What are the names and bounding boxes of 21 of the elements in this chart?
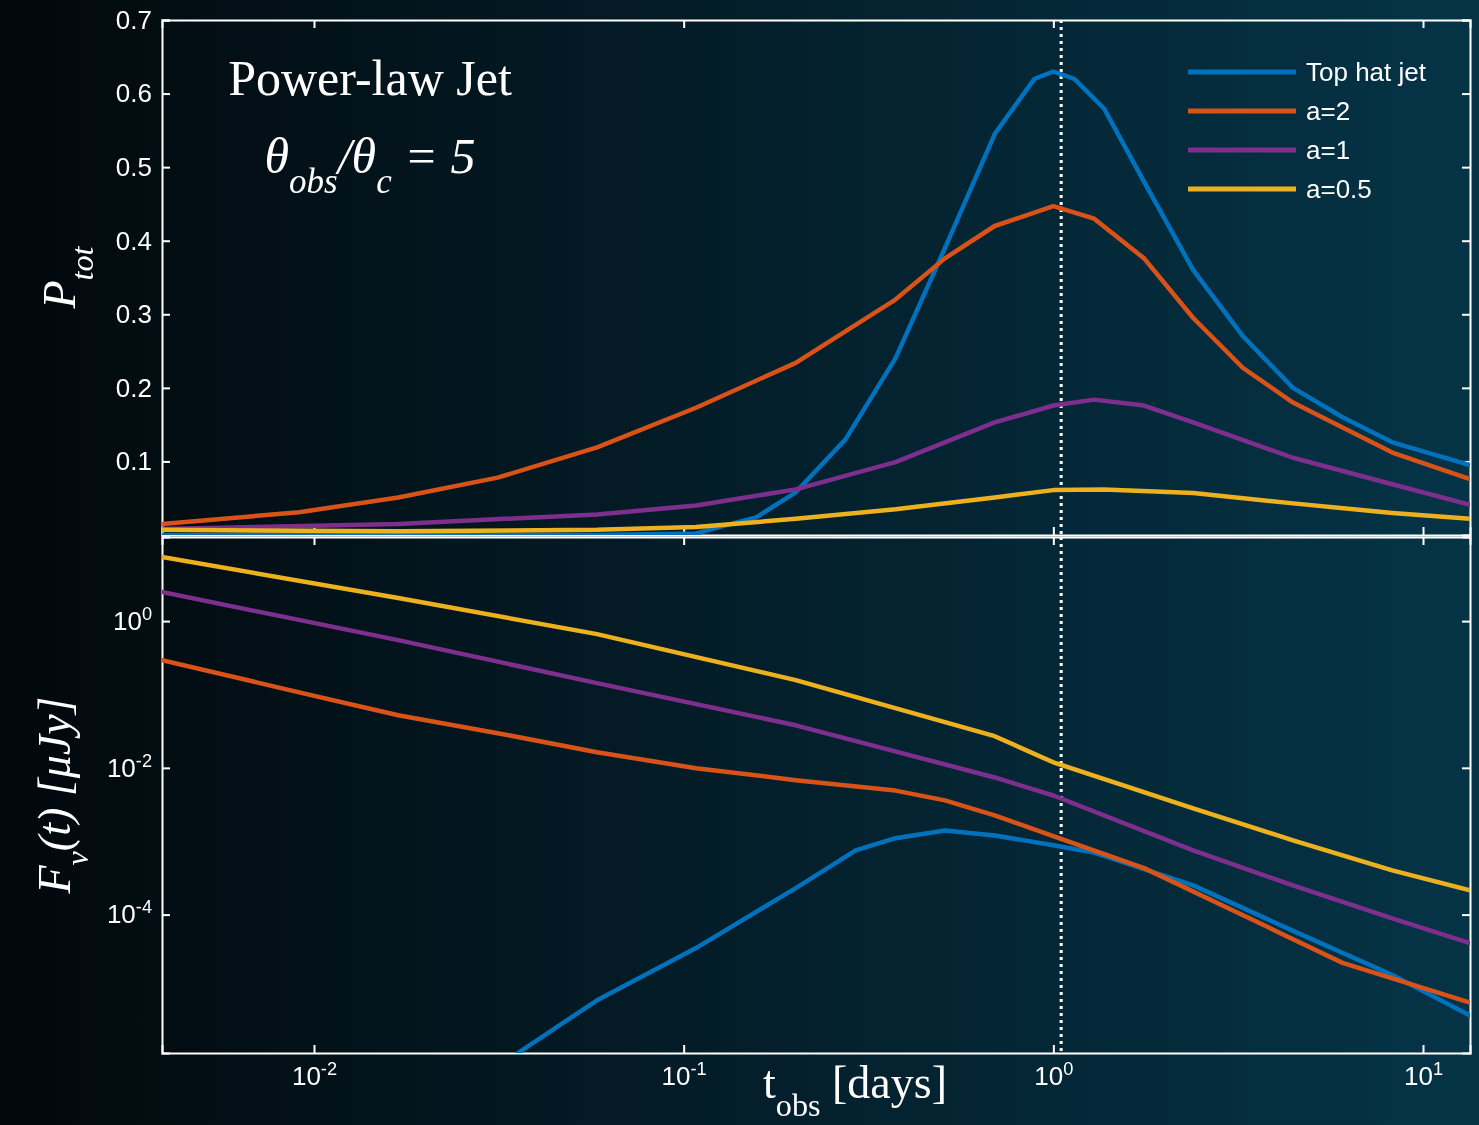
- y-tick-label: 0.7: [115, 4, 152, 35]
- x-tick-label: 10$^{-1}$: [661, 1059, 707, 1092]
- y-tick-label: 10$^{-4}$: [106, 897, 152, 930]
- y-tick-label: 0.2: [115, 372, 152, 403]
- legend-label: a=0.5: [1306, 174, 1372, 204]
- y-tick-label: 0.6: [115, 78, 152, 109]
- y-tick-label: 10$^{0}$: [112, 603, 152, 636]
- y-tick-label: 0.4: [115, 225, 152, 256]
- y-tick-label: 10$^{-2}$: [106, 750, 152, 783]
- legend-label: a=2: [1306, 96, 1351, 126]
- x-tick-label: 10$^{1}$: [1403, 1059, 1444, 1092]
- x-tick-label: 10$^{-2}$: [291, 1059, 338, 1092]
- y-tick-label: 0.3: [115, 299, 152, 330]
- x-tick-label: 10$^{0}$: [1034, 1059, 1074, 1092]
- y-tick-label: 0.5: [115, 151, 152, 182]
- y-tick-label: 0.1: [115, 446, 152, 477]
- annotation: θ$_{obs}$/θ$_{c}$ = 5: [264, 128, 476, 201]
- annotation: Power-law Jet: [228, 50, 512, 106]
- legend-label: a=1: [1306, 135, 1351, 165]
- x-axis-title: t$_{obs}$ [days]: [763, 1057, 947, 1123]
- legend-label: Top hat jet: [1306, 57, 1427, 87]
